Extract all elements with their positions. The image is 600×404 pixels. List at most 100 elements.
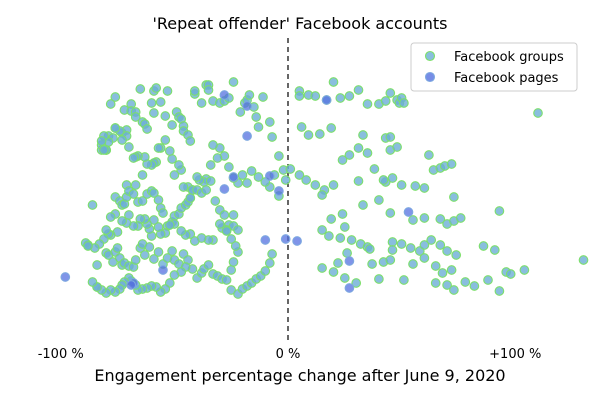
data-point — [335, 233, 346, 243]
data-point — [169, 170, 180, 180]
data-point — [110, 123, 121, 133]
data-point — [430, 278, 441, 288]
data-point — [435, 214, 446, 224]
data-point — [408, 259, 418, 269]
data-point — [396, 180, 407, 190]
data-point — [344, 283, 355, 293]
x-axis-label: Engagement percentage change after June … — [94, 366, 505, 385]
data-point — [380, 96, 391, 106]
data-point — [130, 255, 141, 265]
data-point — [160, 135, 171, 145]
data-points — [60, 77, 589, 299]
data-point — [387, 245, 398, 255]
data-point — [374, 195, 384, 205]
data-point — [328, 77, 339, 87]
legend-marker-facebook-groups — [424, 50, 436, 62]
data-point — [353, 143, 364, 153]
data-point — [153, 143, 164, 153]
data-point — [446, 265, 457, 275]
data-point — [128, 153, 139, 163]
data-point — [408, 215, 418, 225]
data-point — [203, 260, 214, 270]
data-point — [367, 259, 377, 269]
data-point — [396, 239, 407, 249]
data-point — [92, 260, 102, 270]
data-point — [167, 120, 177, 130]
data-point — [310, 180, 321, 190]
data-point — [87, 277, 98, 287]
data-point — [124, 142, 134, 152]
data-point — [174, 160, 184, 170]
data-point — [135, 84, 146, 94]
data-point — [246, 166, 257, 176]
data-point — [235, 107, 246, 117]
data-point — [437, 268, 448, 278]
data-point — [260, 235, 271, 245]
data-point — [328, 180, 339, 190]
data-point — [387, 237, 398, 247]
data-point — [101, 225, 112, 235]
series-0 — [80, 77, 589, 299]
data-point — [353, 176, 364, 186]
data-point — [285, 164, 296, 174]
data-point — [392, 142, 402, 152]
data-point — [335, 93, 346, 103]
data-point — [189, 86, 200, 96]
data-point — [242, 131, 252, 141]
data-point — [253, 122, 264, 132]
data-point — [419, 213, 430, 223]
data-point — [460, 277, 471, 287]
data-point — [112, 243, 123, 253]
data-point — [251, 112, 262, 122]
data-point — [339, 273, 350, 283]
data-point — [274, 151, 284, 161]
data-point — [130, 180, 141, 190]
data-point — [314, 129, 325, 139]
data-point — [212, 153, 223, 163]
data-point — [83, 241, 93, 251]
data-point — [337, 155, 348, 165]
series-1 — [60, 90, 414, 293]
data-point — [435, 240, 446, 250]
data-point — [346, 235, 357, 245]
data-point — [210, 196, 221, 206]
data-point — [358, 130, 368, 140]
data-point — [321, 95, 332, 105]
data-point — [385, 255, 396, 265]
data-point — [324, 231, 334, 241]
data-point — [260, 266, 271, 276]
data-point — [344, 150, 355, 160]
data-point — [353, 85, 364, 95]
data-point — [242, 101, 252, 111]
data-point — [153, 247, 164, 257]
data-point — [274, 186, 284, 196]
data-point — [87, 200, 98, 210]
data-point — [192, 172, 202, 182]
data-point — [301, 175, 312, 185]
data-point — [403, 207, 414, 217]
data-point — [378, 175, 389, 185]
data-point — [160, 111, 171, 121]
data-point — [519, 265, 530, 275]
data-point — [149, 108, 159, 118]
data-point — [294, 170, 305, 180]
data-point — [489, 245, 500, 255]
data-point — [153, 195, 164, 205]
data-point — [410, 181, 421, 191]
data-point — [578, 255, 589, 265]
data-point — [280, 234, 291, 244]
data-point — [60, 272, 71, 282]
data-point — [228, 77, 239, 87]
data-point — [449, 285, 459, 295]
data-point — [385, 132, 396, 142]
legend-label-facebook-groups: Facebook groups — [454, 50, 564, 65]
data-point — [178, 182, 189, 192]
legend-marker-facebook-pages — [424, 71, 436, 83]
data-point — [110, 92, 121, 102]
data-point — [337, 209, 348, 219]
data-point — [203, 85, 214, 95]
x-tick-label: -100 % — [38, 347, 84, 362]
data-point — [342, 248, 352, 258]
data-point — [362, 148, 373, 158]
